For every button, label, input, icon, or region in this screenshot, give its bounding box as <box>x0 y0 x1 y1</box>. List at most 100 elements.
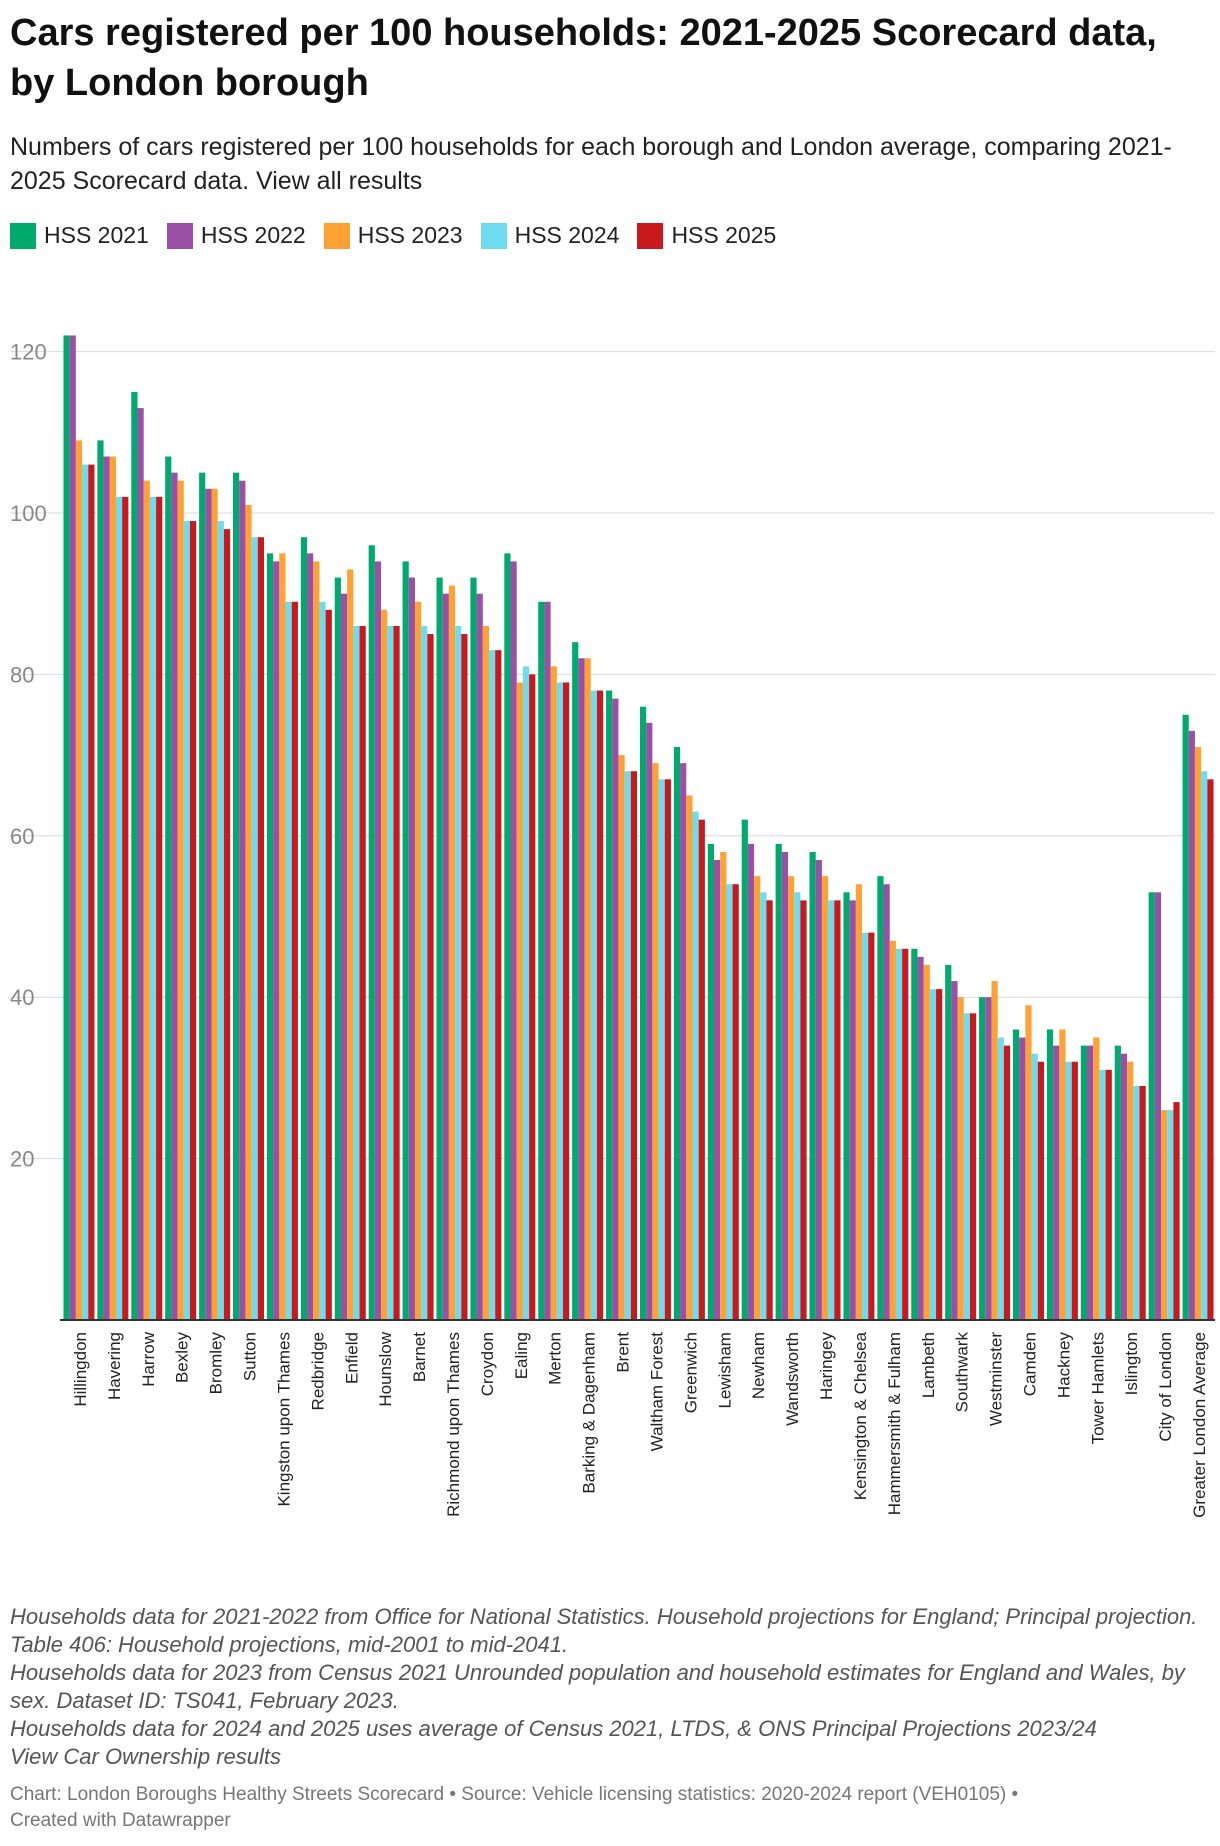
x-tick-label: Greater London Average <box>1190 1332 1209 1518</box>
bar <box>815 860 822 1320</box>
bar <box>1194 747 1202 1320</box>
bar <box>1031 1053 1038 1320</box>
bar <box>522 666 530 1320</box>
legend-swatch <box>166 222 193 249</box>
chart-notes: Households data for 2021-2022 from Offic… <box>10 1603 1210 1771</box>
footer-credit: Created with Datawrapper <box>10 1810 231 1831</box>
x-tick-label: Tower Hamlets <box>1088 1332 1107 1444</box>
legend-item: HSS 2024 <box>480 222 619 249</box>
bar <box>245 504 252 1320</box>
x-tick-label: Hounslow <box>376 1331 395 1406</box>
bar <box>1071 1061 1078 1320</box>
x-tick-label: Harrow <box>139 1331 158 1387</box>
bar <box>596 690 604 1320</box>
bar <box>88 464 95 1320</box>
chart-legend: HSS 2021 HSS 2022 HSS 2023 HSS 2024 HSS … <box>10 222 794 249</box>
x-tick-label: Bromley <box>207 1332 226 1395</box>
chart-subtitle: Numbers of cars registered per 100 house… <box>10 133 1172 195</box>
bar <box>849 900 856 1320</box>
bar <box>991 981 998 1320</box>
bar <box>707 843 714 1320</box>
bar <box>889 940 896 1320</box>
x-tick-label: Newham <box>749 1332 768 1399</box>
bar <box>189 521 197 1320</box>
x-tick-label: Kingston upon Thames <box>274 1332 293 1507</box>
bar <box>359 625 366 1320</box>
bar <box>590 690 597 1320</box>
bar <box>550 666 557 1320</box>
bar <box>510 561 517 1320</box>
bar <box>828 900 835 1320</box>
bar <box>1019 1037 1026 1320</box>
bar <box>495 650 502 1320</box>
bar <box>673 747 681 1320</box>
bar <box>143 480 150 1321</box>
y-tick-label: 20 <box>10 1147 34 1172</box>
bar <box>257 537 265 1320</box>
bar <box>1173 1102 1180 1320</box>
bar <box>563 682 570 1320</box>
bar <box>985 997 992 1320</box>
y-tick-label: 60 <box>10 824 34 849</box>
x-tick-label: Redbridge <box>308 1332 327 1410</box>
bar <box>1188 730 1195 1320</box>
bar <box>529 674 536 1320</box>
bar <box>63 335 70 1321</box>
bar <box>732 884 739 1320</box>
bar <box>741 819 748 1320</box>
x-tick-label: Bexley <box>173 1332 192 1384</box>
bar <box>1167 1110 1174 1320</box>
bar <box>448 585 456 1320</box>
x-tick-label: Greenwich <box>681 1332 700 1413</box>
bar <box>334 577 341 1320</box>
bar <box>917 956 924 1320</box>
x-tick-label: Brent <box>614 1332 633 1373</box>
bar <box>572 642 579 1320</box>
legend-swatch <box>323 222 350 249</box>
bar <box>979 997 986 1320</box>
bar <box>698 819 705 1320</box>
bar <box>482 625 489 1320</box>
bar <box>1003 1045 1011 1320</box>
chart-title: Cars registered per 100 households: 2021… <box>10 12 1157 104</box>
note-line: Households data for 2023 from Census 202… <box>10 1660 1185 1713</box>
bar <box>115 496 123 1320</box>
bar <box>393 625 400 1320</box>
note-line: Households data for 2021-2022 from Offic… <box>10 1604 1198 1657</box>
bar <box>646 722 653 1320</box>
bar <box>476 593 483 1320</box>
bar <box>340 593 348 1320</box>
bar <box>470 577 477 1320</box>
bar <box>1037 1061 1044 1320</box>
bar <box>664 779 671 1320</box>
bar <box>951 981 958 1320</box>
bar <box>775 843 782 1320</box>
bar <box>686 795 693 1320</box>
bar <box>285 601 292 1320</box>
bar <box>1012 1029 1020 1320</box>
y-tick-label: 40 <box>10 985 34 1010</box>
bar <box>997 1037 1004 1320</box>
bar <box>624 771 631 1320</box>
bar <box>726 884 733 1320</box>
bar <box>1207 779 1214 1320</box>
y-tick-label: 100 <box>10 501 47 526</box>
bar <box>408 577 415 1320</box>
bar <box>82 464 89 1320</box>
x-tick-label: Wandsworth <box>783 1332 802 1426</box>
x-tick-label: Enfield <box>342 1332 361 1384</box>
bar <box>868 932 875 1320</box>
legend-swatch <box>480 222 507 249</box>
bar <box>1120 1053 1128 1320</box>
legend-swatch <box>637 222 664 249</box>
bar <box>97 440 104 1320</box>
x-tick-label: Richmond upon Thames <box>444 1332 463 1517</box>
bar <box>936 989 943 1320</box>
bar <box>809 851 816 1320</box>
bar <box>1148 892 1155 1320</box>
bar <box>109 456 116 1320</box>
y-tick-label: 120 <box>10 340 47 365</box>
x-tick-label: Barnet <box>410 1332 429 1382</box>
x-tick-label: Sutton <box>241 1332 260 1381</box>
bar <box>1105 1069 1112 1320</box>
